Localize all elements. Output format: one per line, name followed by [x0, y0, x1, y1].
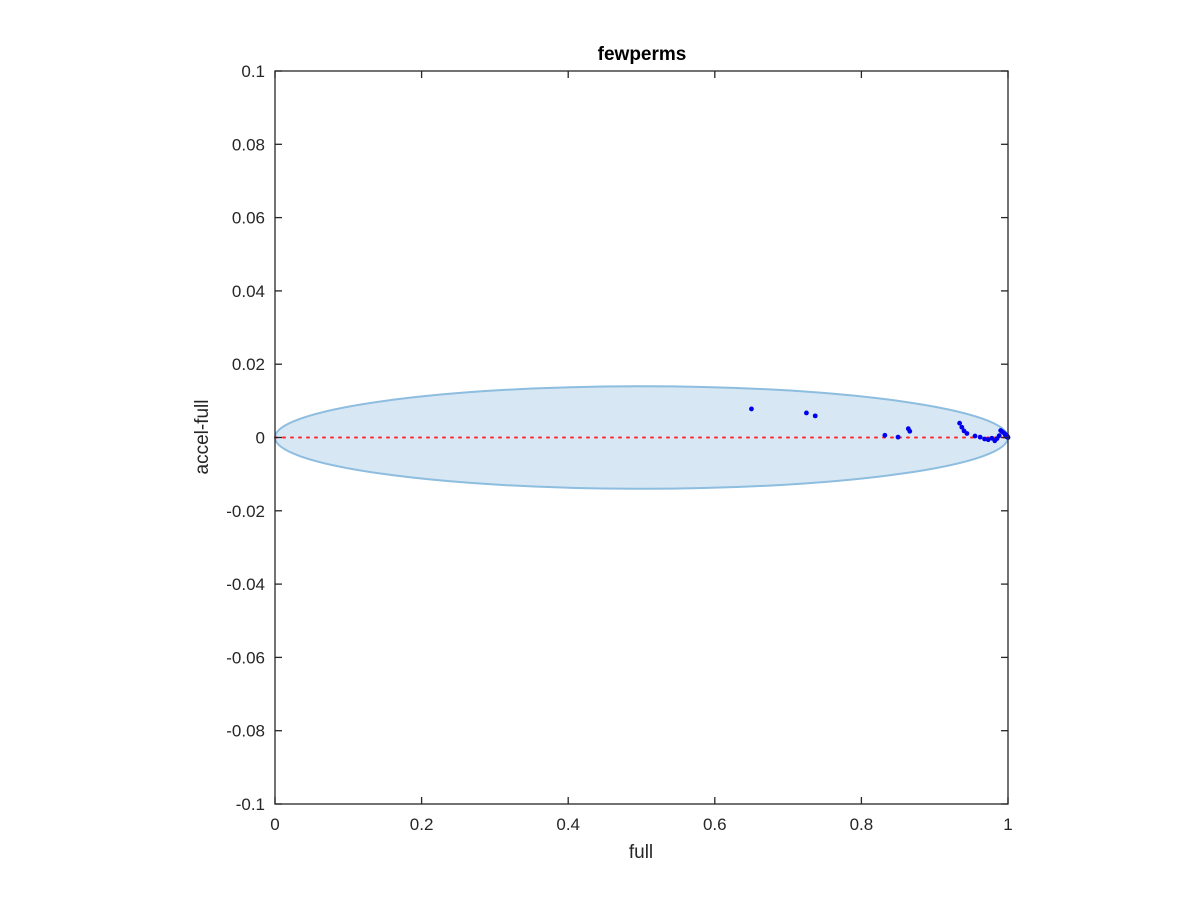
- data-point: [972, 433, 978, 439]
- data-point: [985, 437, 991, 443]
- y-tick-label: -0.06: [226, 648, 265, 667]
- data-point: [996, 433, 1002, 439]
- data-point: [804, 410, 809, 416]
- data-point: [982, 436, 987, 442]
- data-point: [895, 434, 901, 440]
- y-tick-label: 0.06: [232, 209, 265, 228]
- y-tick-label: -0.08: [226, 722, 265, 741]
- data-point: [959, 424, 965, 430]
- y-tick-label: -0.02: [226, 502, 265, 521]
- y-tick-label: 0.04: [232, 282, 265, 301]
- y-axis-label: accel-full: [192, 400, 213, 475]
- y-tick-label: 0.02: [232, 355, 265, 374]
- data-point: [749, 406, 754, 412]
- x-tick-label: 1: [1003, 815, 1012, 834]
- x-tick-label: 0.8: [850, 815, 874, 834]
- x-tick-label: 0: [270, 815, 279, 834]
- x-axis-label: full: [629, 842, 653, 863]
- data-point: [957, 420, 963, 426]
- data-point: [964, 431, 970, 436]
- data-point: [812, 413, 818, 419]
- x-tick-label: 0.2: [410, 815, 434, 834]
- y-tick-label: 0.1: [241, 62, 265, 81]
- data-point: [907, 428, 913, 434]
- y-tick-label: 0.08: [232, 135, 265, 154]
- data-point: [882, 432, 888, 438]
- y-tick-label: -0.04: [226, 575, 265, 594]
- chart-title: fewperms: [598, 44, 687, 65]
- y-tick-label: -0.1: [236, 795, 265, 814]
- x-tick-label: 0.4: [556, 815, 580, 834]
- x-tick-label: 0.6: [703, 815, 727, 834]
- y-tick-label: 0: [256, 429, 265, 448]
- data-point: [977, 434, 983, 440]
